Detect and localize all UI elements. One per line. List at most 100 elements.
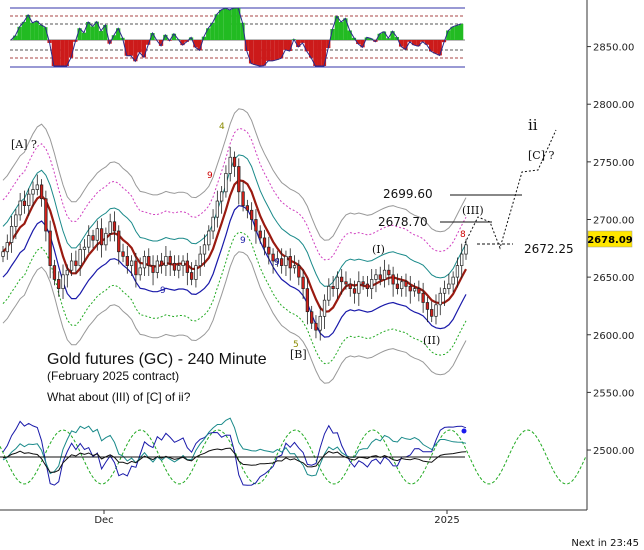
oscillator-bar xyxy=(278,40,284,59)
oscillator-bar xyxy=(188,37,194,40)
candle-body xyxy=(31,189,35,195)
next-bar-timer: Next in 23:45 xyxy=(571,538,639,549)
oscillator-bar xyxy=(407,40,412,42)
oscillator-bar xyxy=(201,36,207,40)
oscillator-bar xyxy=(146,40,151,45)
oscillator-bar xyxy=(377,33,382,40)
oscillator-bar xyxy=(180,40,185,46)
candle-body xyxy=(207,230,211,246)
lower-dotted-band xyxy=(2,231,467,365)
oscillator-bar xyxy=(223,8,228,40)
candle-body xyxy=(44,198,48,232)
candle-body xyxy=(189,272,194,280)
oscillator-bar xyxy=(244,40,249,51)
candle-body xyxy=(177,265,181,271)
candle-body xyxy=(202,244,207,255)
oscillator-bar xyxy=(351,37,357,40)
oscillator-bar xyxy=(103,24,108,40)
candle-body xyxy=(382,269,387,280)
level-label-3: 2672.25 xyxy=(524,242,574,256)
oscillator-bar xyxy=(356,40,361,45)
candle-body xyxy=(215,200,219,218)
oscillator-bar xyxy=(90,26,95,40)
candle-body xyxy=(387,269,391,276)
oscillator-bar xyxy=(133,40,138,62)
candle-body xyxy=(412,288,417,292)
candle-body xyxy=(35,184,39,190)
candle-body xyxy=(425,302,430,310)
candle-body xyxy=(57,279,61,290)
cycle-end-dot xyxy=(461,428,467,434)
oscillator-bar xyxy=(394,37,399,40)
wave-label-9-blue-3: 9 xyxy=(274,258,280,268)
oscillator-bar xyxy=(458,23,464,40)
candle-body xyxy=(112,221,117,232)
candle-body xyxy=(65,269,69,276)
oscillator-bar xyxy=(26,14,31,40)
oscillator-bar xyxy=(308,40,314,58)
candle-body xyxy=(52,265,57,280)
candle-body xyxy=(340,276,344,283)
oscillator-bar xyxy=(420,40,425,42)
candle-body xyxy=(434,304,438,317)
candle-body xyxy=(314,322,318,331)
candle-body xyxy=(301,276,305,290)
candle-body xyxy=(335,276,340,290)
oscillator-bar xyxy=(248,40,254,64)
candle-body xyxy=(147,256,151,266)
candle-body xyxy=(365,283,370,290)
candle-body xyxy=(121,251,125,257)
oscillator-line xyxy=(10,7,462,67)
wave-label-8: 8 xyxy=(460,230,466,240)
oscillator-bar xyxy=(347,30,352,40)
candle-body xyxy=(198,253,202,266)
candle-body xyxy=(159,260,164,266)
candle-body xyxy=(447,283,451,290)
chart-subtitle: (February 2025 contract) xyxy=(47,369,179,383)
oscillator-bar xyxy=(68,40,74,58)
candle-body xyxy=(95,228,99,241)
candle-body xyxy=(74,260,78,266)
oscillator-bar xyxy=(338,22,344,40)
candle-body xyxy=(370,279,374,290)
candle-body xyxy=(451,276,455,285)
last-price-value: 2678.09 xyxy=(587,235,633,246)
candle-body xyxy=(464,244,468,255)
oscillator-bar xyxy=(274,40,279,60)
oscillator-bar xyxy=(210,22,215,40)
oscillator-bar xyxy=(111,35,117,40)
wave-label-9-blue-1: 9 xyxy=(240,236,246,246)
candle-body xyxy=(117,230,121,253)
candle-body xyxy=(348,283,352,290)
candle-body xyxy=(344,281,348,285)
oscillator-bar xyxy=(38,24,44,40)
candle-body xyxy=(142,256,147,269)
candle-body xyxy=(14,214,18,227)
candle-body xyxy=(250,209,254,220)
y-tick-label: 2700.00 xyxy=(593,215,634,226)
oscillator-bar xyxy=(454,25,459,40)
candle-body xyxy=(87,235,91,248)
wave-label-b: [B] xyxy=(290,348,307,361)
oscillator-bar xyxy=(34,20,39,40)
oscillator-bar xyxy=(317,40,322,66)
chart-title: Gold futures (GC) - 240 Minute xyxy=(47,351,267,368)
candle-body xyxy=(237,166,241,193)
upper-dotted-band xyxy=(2,127,467,261)
candle-body xyxy=(1,251,5,257)
plot-frame xyxy=(0,0,588,511)
candle-body xyxy=(357,281,361,294)
level-label-1: 2699.60 xyxy=(383,187,433,201)
oscillator-bar xyxy=(300,40,305,43)
candle-body xyxy=(352,288,357,294)
oscillator-bar xyxy=(343,18,348,40)
candle-body xyxy=(284,256,288,266)
wave-label-a: [A] ? xyxy=(11,138,37,151)
candle-body xyxy=(104,232,108,246)
oscillator-bar xyxy=(360,40,365,48)
oscillator-bar xyxy=(266,40,271,61)
oscillator-bar xyxy=(21,21,27,40)
oscillator-bar xyxy=(398,40,404,47)
chart-question: What about (III) of [C] of ii? xyxy=(47,390,191,404)
